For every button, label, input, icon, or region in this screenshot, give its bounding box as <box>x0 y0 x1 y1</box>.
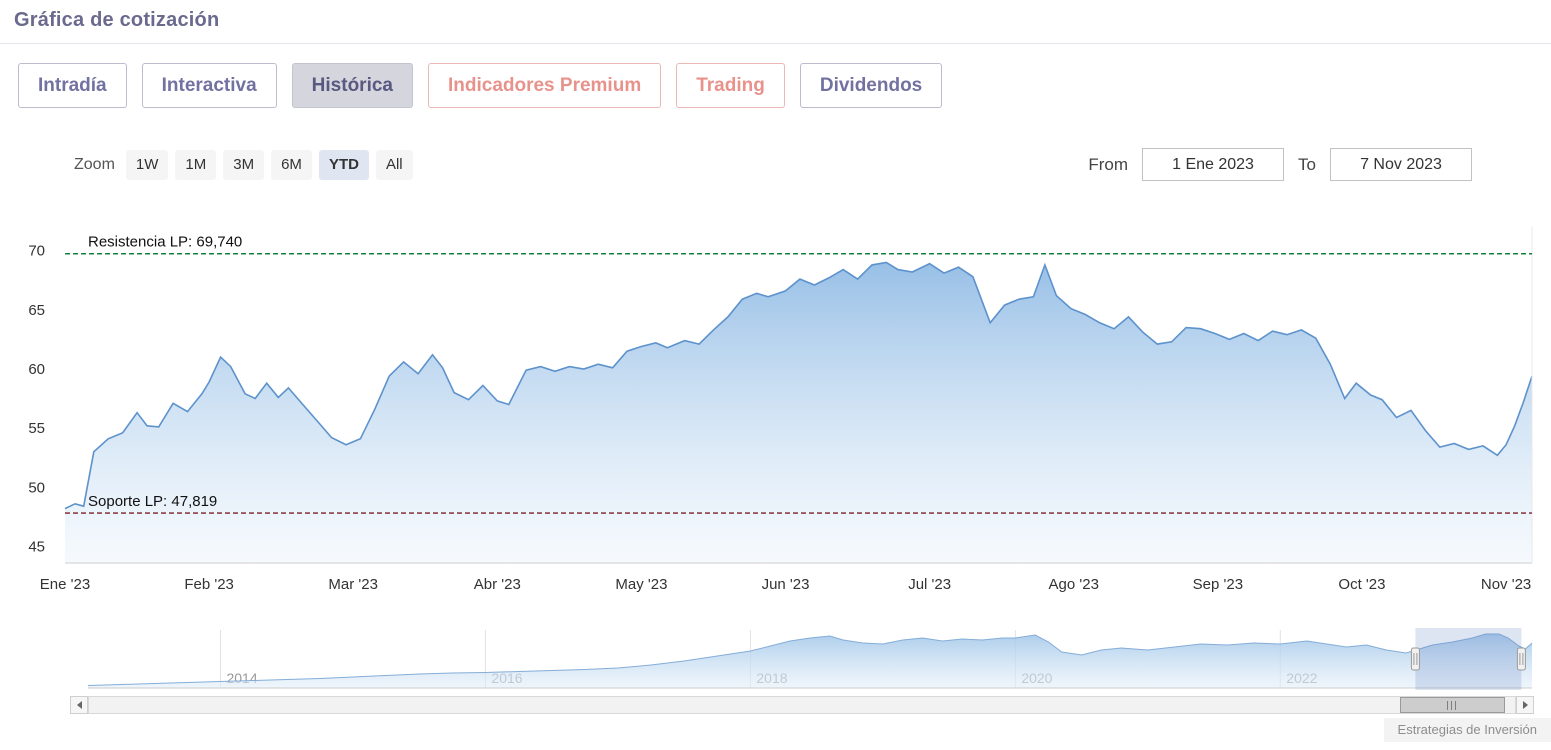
price-area <box>65 262 1532 563</box>
watermark: Estrategias de Inversión <box>1383 718 1551 742</box>
x-axis-label: Sep '23 <box>1193 576 1243 593</box>
x-axis-label: May '23 <box>615 576 667 593</box>
to-label: To <box>1298 154 1316 174</box>
tab-dividendos[interactable]: Dividendos <box>799 63 943 108</box>
x-axis-label: Jul '23 <box>908 576 951 593</box>
chart-tabs: Intradía Interactiva Histórica Indicador… <box>18 63 943 108</box>
date-range-group: From To <box>1088 148 1472 181</box>
x-axis-label: Jun '23 <box>762 576 810 593</box>
thumb-grip-icon <box>1447 700 1458 710</box>
tab-historica[interactable]: Histórica <box>291 63 413 108</box>
zoom-1m[interactable]: 1M <box>175 149 217 180</box>
annotation-label: Resistencia LP: 69,740 <box>88 234 242 251</box>
from-label: From <box>1088 154 1129 174</box>
zoom-3m[interactable]: 3M <box>223 149 265 180</box>
zoom-all[interactable]: All <box>375 149 413 180</box>
scrollbar-thumb[interactable] <box>1399 697 1505 713</box>
y-axis-label: 60 <box>28 361 45 378</box>
x-axis-label: Mar '23 <box>328 576 378 593</box>
zoom-6m[interactable]: 6M <box>271 149 312 180</box>
zoom-group: Zoom 1W 1M 3M 6M YTD All <box>74 148 413 181</box>
page-header: Gráfica de cotización <box>0 0 1551 44</box>
x-axis-label: Feb '23 <box>184 576 234 593</box>
navigator-handle-left[interactable] <box>1410 647 1420 671</box>
x-axis-label: Abr '23 <box>474 576 521 593</box>
right-triangle-icon <box>1522 701 1528 709</box>
y-axis-label: 70 <box>28 243 45 260</box>
y-axis-label: 65 <box>28 302 45 319</box>
tab-indicadores-premium[interactable]: Indicadores Premium <box>427 63 662 108</box>
zoom-ytd[interactable]: YTD <box>318 149 369 180</box>
annotation-label: Soporte LP: 47,819 <box>88 493 217 510</box>
navigator-selection[interactable] <box>1415 628 1522 690</box>
range-controls: Zoom 1W 1M 3M 6M YTD All From To <box>0 148 1551 184</box>
scrollbar-right-arrow[interactable] <box>1516 696 1534 714</box>
page-title: Gráfica de cotización <box>14 9 220 31</box>
navigator-handle-right[interactable] <box>1516 647 1526 671</box>
tab-trading[interactable]: Trading <box>676 63 785 108</box>
from-date-input[interactable] <box>1142 148 1285 181</box>
zoom-1w[interactable]: 1W <box>125 149 169 180</box>
y-axis-label: 45 <box>28 538 45 555</box>
navigator-chart[interactable]: 20142016201820202022 <box>0 627 1551 697</box>
x-axis-label: Ago '23 <box>1049 576 1099 593</box>
y-axis-label: 55 <box>28 420 45 437</box>
zoom-label: Zoom <box>74 155 115 173</box>
y-axis-label: 50 <box>28 479 45 496</box>
tab-interactiva[interactable]: Interactiva <box>141 63 277 108</box>
scrollbar-track[interactable] <box>88 696 1516 714</box>
tab-intradia[interactable]: Intradía <box>18 63 127 108</box>
price-chart[interactable]: 45 50 55 60 65 70 Ene '23 Feb '23 Mar '23 Abr '23… <box>0 205 1551 605</box>
x-axis-label: Oct '23 <box>1338 576 1385 593</box>
to-date-input[interactable] <box>1330 148 1472 181</box>
chart-scrollbar <box>70 696 1534 714</box>
x-axis-label: Ene '23 <box>40 576 90 593</box>
price-line <box>64 261 1533 510</box>
scrollbar-left-arrow[interactable] <box>70 696 88 714</box>
x-axis-label: Nov '23 <box>1481 576 1531 593</box>
left-triangle-icon <box>76 701 82 709</box>
